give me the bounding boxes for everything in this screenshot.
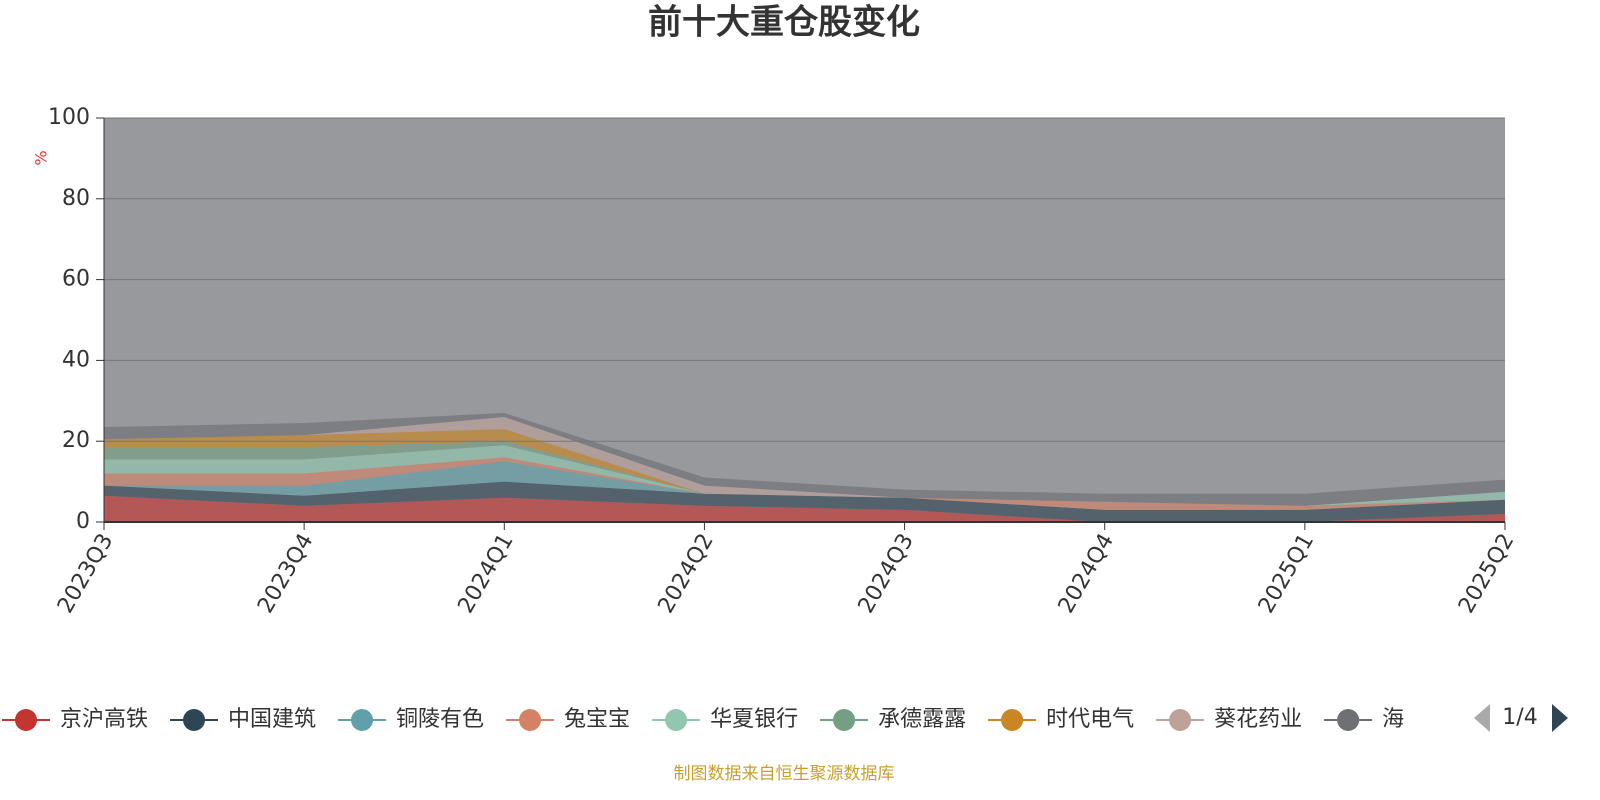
legend-marker — [351, 709, 374, 731]
y-tick-label: 100 — [48, 105, 90, 130]
legend-marker — [833, 709, 856, 731]
legend-label[interactable]: 华夏银行 — [710, 707, 798, 732]
x-tick-label: 2023Q4 — [253, 530, 318, 618]
legend: 京沪高铁 中国建筑 铜陵有色 兔宝宝 华夏银行 承德露露 时代电气 葵花药业 海 — [2, 707, 1404, 732]
legend-marker — [1337, 709, 1360, 731]
chart-title: 前十大重仓股变化 — [648, 3, 920, 43]
y-tick-label: 40 — [62, 347, 90, 372]
area — [104, 429, 1505, 506]
legend-prev[interactable] — [1474, 704, 1490, 732]
legend-label[interactable]: 中国建筑 — [228, 707, 316, 732]
x-tick-label: 2025Q2 — [1454, 530, 1519, 618]
legend-label[interactable]: 兔宝宝 — [564, 707, 630, 732]
y-axis-label: % — [32, 150, 51, 165]
legend-marker — [1169, 709, 1192, 731]
area — [104, 495, 1505, 522]
legend-marker — [15, 709, 37, 731]
y-tick-label: 60 — [62, 267, 90, 292]
legend-label[interactable]: 承德露露 — [878, 707, 966, 732]
area — [104, 445, 1505, 506]
legend-label[interactable]: 京沪高铁 — [60, 707, 148, 732]
area — [104, 457, 1505, 510]
x-tick-label: 2024Q3 — [854, 530, 919, 618]
area — [104, 412, 1505, 506]
legend-page: 1/4 — [1502, 705, 1537, 730]
x-tick-label: 2024Q2 — [654, 530, 719, 618]
legend-next[interactable] — [1552, 704, 1568, 732]
legend-label[interactable]: 铜陵有色 — [396, 707, 484, 732]
legend-label[interactable]: 葵花药业 — [1214, 707, 1302, 732]
y-tick-label: 0 — [76, 509, 90, 534]
area — [104, 441, 1505, 506]
y-tick-label: 20 — [62, 428, 90, 453]
legend-marker — [1001, 709, 1024, 731]
x-tick-label: 2024Q1 — [453, 530, 518, 618]
legend-marker — [519, 709, 542, 731]
area — [104, 481, 1505, 522]
x-tick-label: 2024Q4 — [1054, 530, 1119, 618]
x-tick-label: 2025Q1 — [1254, 530, 1319, 618]
source-note: 制图数据来自恒生聚源数据库 — [674, 764, 895, 784]
x-tick-label: 2023Q3 — [53, 530, 118, 618]
legend-marker — [665, 709, 688, 731]
legend-label[interactable]: 时代电气 — [1046, 707, 1134, 732]
legend-marker — [183, 709, 206, 731]
y-tick-label: 80 — [62, 186, 90, 211]
area — [104, 461, 1505, 510]
legend-label[interactable]: 海 — [1382, 707, 1404, 732]
